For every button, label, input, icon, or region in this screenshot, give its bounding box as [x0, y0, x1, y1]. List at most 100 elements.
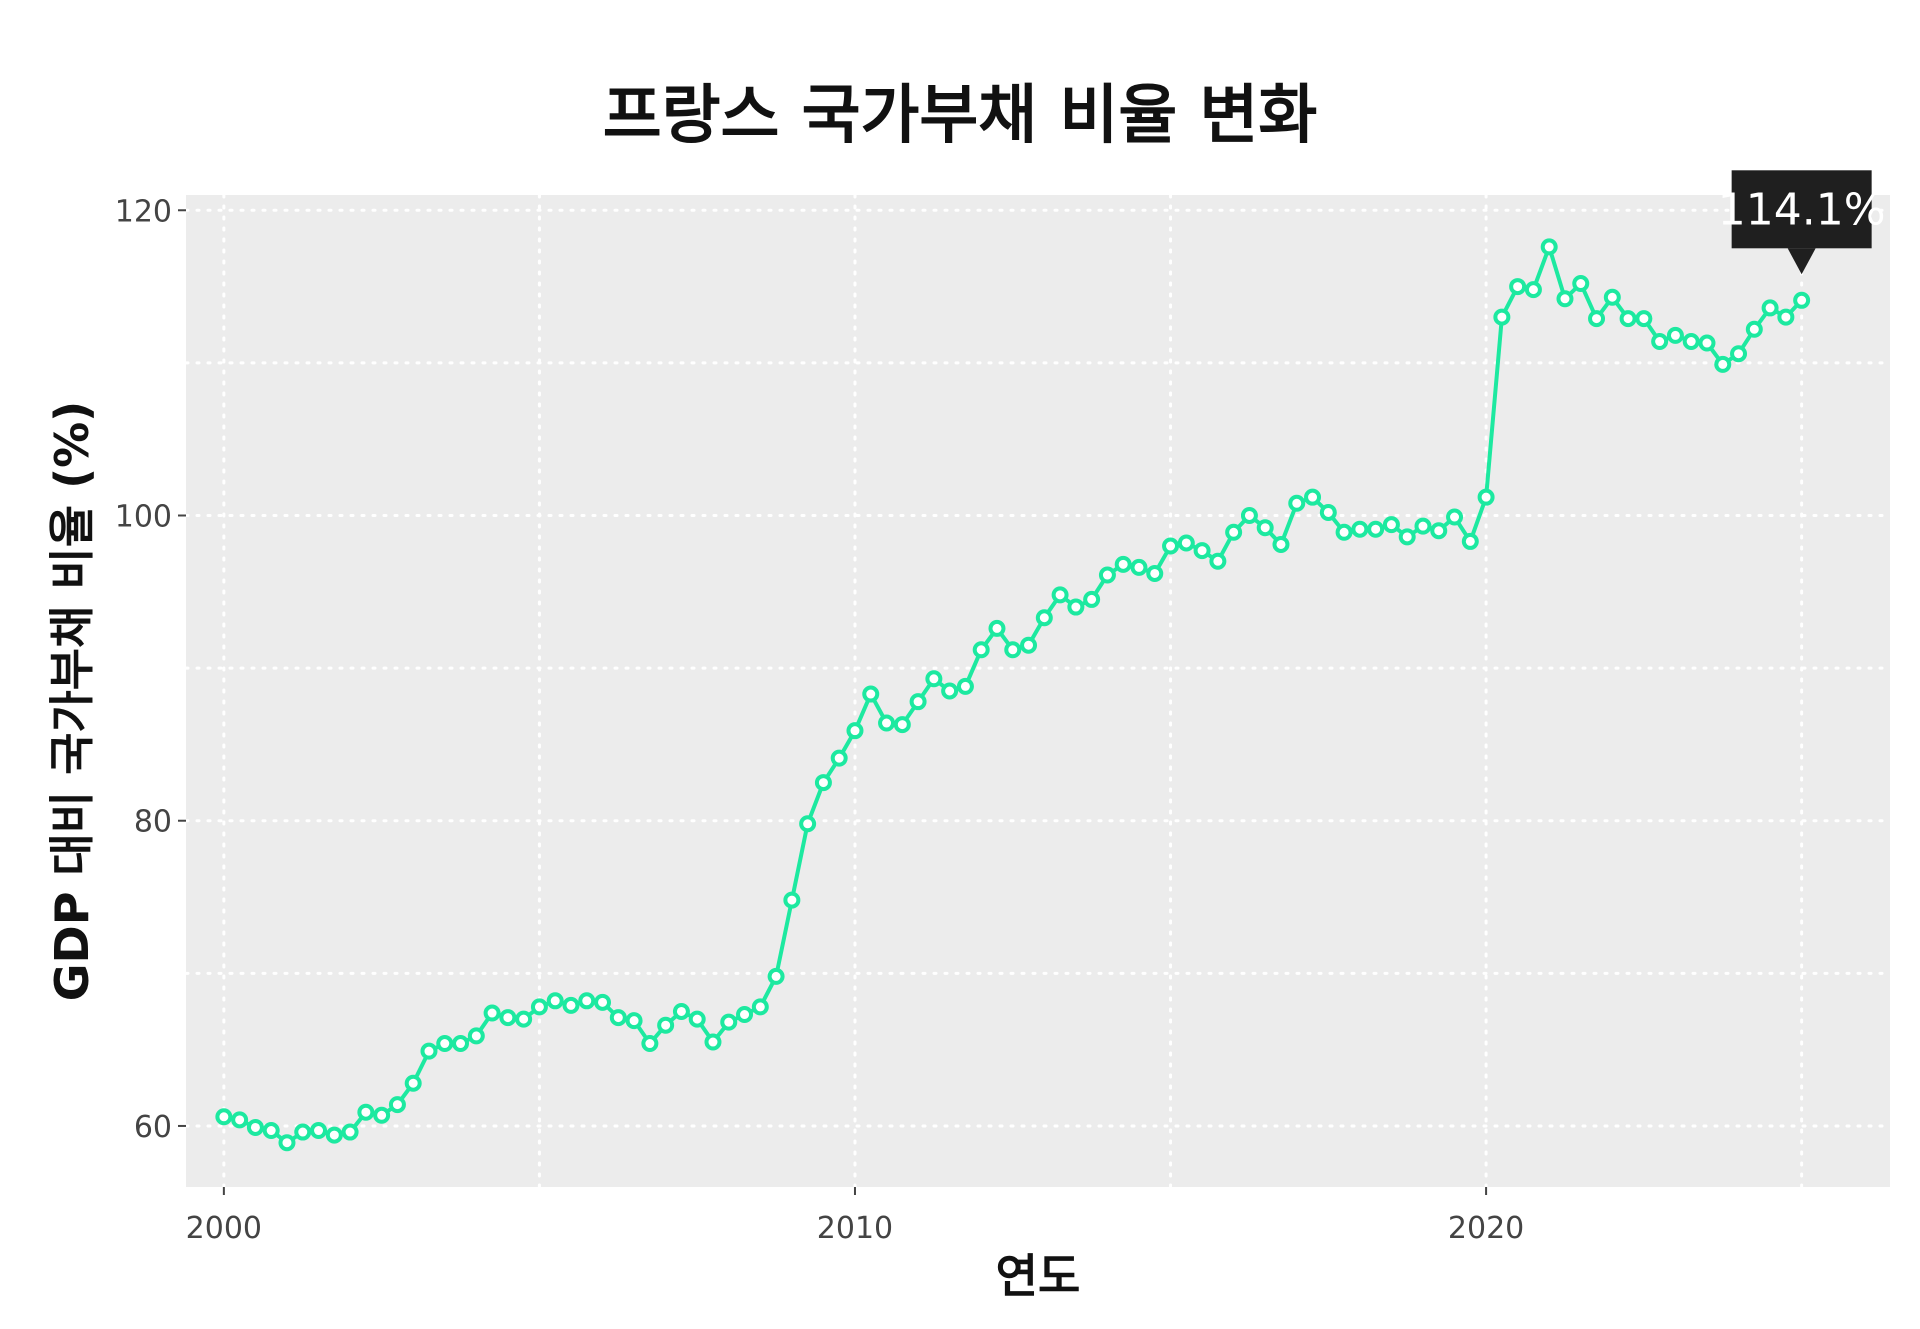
data-point [1619, 310, 1637, 328]
data-point [1335, 523, 1353, 541]
data-point [1351, 520, 1369, 538]
plot-panel [186, 195, 1890, 1187]
data-point [1225, 523, 1243, 541]
data-point [1572, 275, 1590, 293]
data-point [1240, 506, 1258, 524]
data-point [1509, 278, 1527, 296]
data-point [1588, 310, 1606, 328]
data-point [688, 1010, 706, 1028]
data-point [1698, 334, 1716, 352]
y-tick-label: 60 [134, 1110, 172, 1145]
y-tick-label: 120 [115, 194, 172, 229]
data-point [1524, 281, 1542, 299]
data-point [1004, 641, 1022, 659]
data-point [1761, 299, 1779, 317]
data-point [483, 1004, 501, 1022]
data-point [1146, 564, 1164, 582]
data-point [1446, 508, 1464, 526]
data-point [925, 670, 943, 688]
data-point [1414, 517, 1432, 535]
data-point [562, 996, 580, 1014]
data-point [657, 1016, 675, 1034]
data-point [1682, 333, 1700, 351]
data-point [1083, 590, 1101, 608]
data-points [215, 238, 1811, 1152]
data-point [1304, 488, 1322, 506]
data-point [499, 1009, 517, 1027]
data-point [720, 1013, 738, 1031]
grid-lines [184, 193, 1892, 1189]
data-point [1177, 534, 1195, 552]
data-point [909, 693, 927, 711]
data-point [231, 1111, 249, 1129]
data-point [1398, 528, 1416, 546]
data-point [830, 749, 848, 767]
data-point [704, 1033, 722, 1051]
y-tick-label: 80 [134, 805, 172, 840]
data-point [515, 1010, 533, 1028]
callout-pointer [1787, 248, 1816, 275]
data-point [1714, 355, 1732, 373]
data-point [1666, 326, 1684, 344]
data-point [641, 1035, 659, 1053]
data-point [1020, 636, 1038, 654]
data-point [1130, 558, 1148, 576]
data-point [672, 1002, 690, 1020]
x-tick-label: 2010 [817, 1211, 893, 1246]
data-point [1051, 586, 1069, 604]
x-tick-label: 2000 [186, 1211, 262, 1246]
callout-box [1731, 170, 1872, 249]
data-point [357, 1103, 375, 1121]
data-point [767, 967, 785, 985]
data-point [941, 682, 959, 700]
data-point [1793, 291, 1811, 309]
callout-label: 114.1% [1718, 184, 1886, 235]
data-point [1193, 542, 1211, 560]
x-tick-label: 2020 [1448, 1211, 1524, 1246]
data-point [1319, 503, 1337, 521]
data-point [294, 1123, 312, 1141]
data-point [736, 1006, 754, 1024]
data-point [1367, 520, 1385, 538]
data-point [1098, 566, 1116, 584]
data-point [436, 1035, 454, 1053]
data-point [325, 1126, 343, 1144]
data-point [341, 1123, 359, 1141]
data-point [1556, 290, 1574, 308]
data-point [373, 1106, 391, 1124]
data-point [262, 1122, 280, 1140]
data-point [1256, 519, 1274, 537]
data-point [1067, 598, 1085, 616]
data-point [1477, 488, 1495, 506]
data-point [862, 685, 880, 703]
value-callout: 114.1% [1718, 170, 1886, 275]
data-point [388, 1096, 406, 1114]
chart-title: 프랑스 국가부채 비율 변화 [602, 79, 1318, 153]
data-point [988, 619, 1006, 637]
data-point [799, 815, 817, 833]
data-point [1288, 494, 1306, 512]
data-point [783, 891, 801, 909]
data-point [956, 677, 974, 695]
data-point [1651, 333, 1669, 351]
data-point [404, 1074, 422, 1092]
y-axis: 60 80 100 120 [115, 194, 186, 1145]
x-axis: 2000 2010 2020 [186, 1187, 1524, 1246]
data-point [467, 1027, 485, 1045]
data-point [878, 714, 896, 732]
data-point [972, 641, 990, 659]
data-point [1730, 345, 1748, 363]
data-point [625, 1012, 643, 1030]
data-point [246, 1118, 264, 1136]
data-point [751, 998, 769, 1016]
data-point [1114, 555, 1132, 573]
data-point [1603, 288, 1621, 306]
data-point [1035, 609, 1053, 627]
data-point [814, 774, 832, 792]
y-tick-label: 100 [115, 499, 172, 534]
data-point [609, 1009, 627, 1027]
data-point [1777, 308, 1795, 326]
data-point [546, 992, 564, 1010]
data-point [1635, 310, 1653, 328]
